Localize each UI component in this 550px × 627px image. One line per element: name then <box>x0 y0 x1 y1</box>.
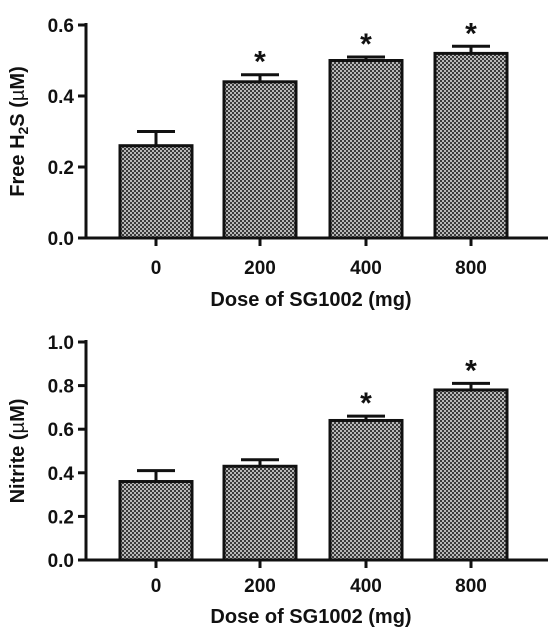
y-tick-label: 0.6 <box>48 420 74 441</box>
x-tick-label: 400 <box>350 258 382 279</box>
y-tick-label: 0.2 <box>48 507 74 528</box>
bar-800 <box>433 388 509 562</box>
y-tick-label: 0.0 <box>48 551 74 572</box>
x-tick-label: 0 <box>151 576 162 597</box>
bar-200 <box>222 464 298 562</box>
y-tick-label: 0.2 <box>48 158 74 179</box>
x-tick-label: 200 <box>244 576 276 597</box>
bar-800 <box>433 51 509 240</box>
significance-mark-400: * <box>360 387 372 420</box>
y-tick-label: 0.4 <box>48 87 75 108</box>
x-axis-label: Dose of SG1002 (mg) <box>210 289 411 311</box>
y-tick-label: 0.4 <box>48 464 75 485</box>
significance-mark-800: * <box>465 17 477 50</box>
significance-mark-200: * <box>254 46 266 79</box>
x-tick-label: 800 <box>455 258 487 279</box>
y-tick-label: 1.0 <box>48 333 74 354</box>
y-tick-label: 0.6 <box>48 16 74 37</box>
bar-400 <box>328 59 404 240</box>
chart-1: * * * 0.0 0.2 0.4 0.6 0 200 400 800 Dose of SG1002 … <box>7 16 548 311</box>
y-tick-label: 0.8 <box>48 377 74 398</box>
bar-0 <box>118 480 194 562</box>
x-tick-label: 400 <box>350 576 382 597</box>
x-tick-label: 0 <box>151 258 162 279</box>
y-tick-label: 0.0 <box>48 229 74 250</box>
significance-mark-800: * <box>465 354 477 387</box>
x-tick-label: 200 <box>244 258 276 279</box>
bar-200 <box>222 80 298 240</box>
bar-400 <box>328 418 404 562</box>
x-axis-label: Dose of SG1002 (mg) <box>210 606 411 627</box>
bar-0 <box>118 144 194 240</box>
significance-mark-400: * <box>360 28 372 61</box>
y-axis-label: Free H2S (µM) <box>7 66 31 196</box>
y-axis-label: Nitrite (µM) <box>7 399 29 504</box>
x-tick-label: 800 <box>455 576 487 597</box>
chart-2: * * 0.0 0.2 0.4 0.6 0.8 1.0 0 200 400 800 Dose of SG… <box>7 333 548 627</box>
